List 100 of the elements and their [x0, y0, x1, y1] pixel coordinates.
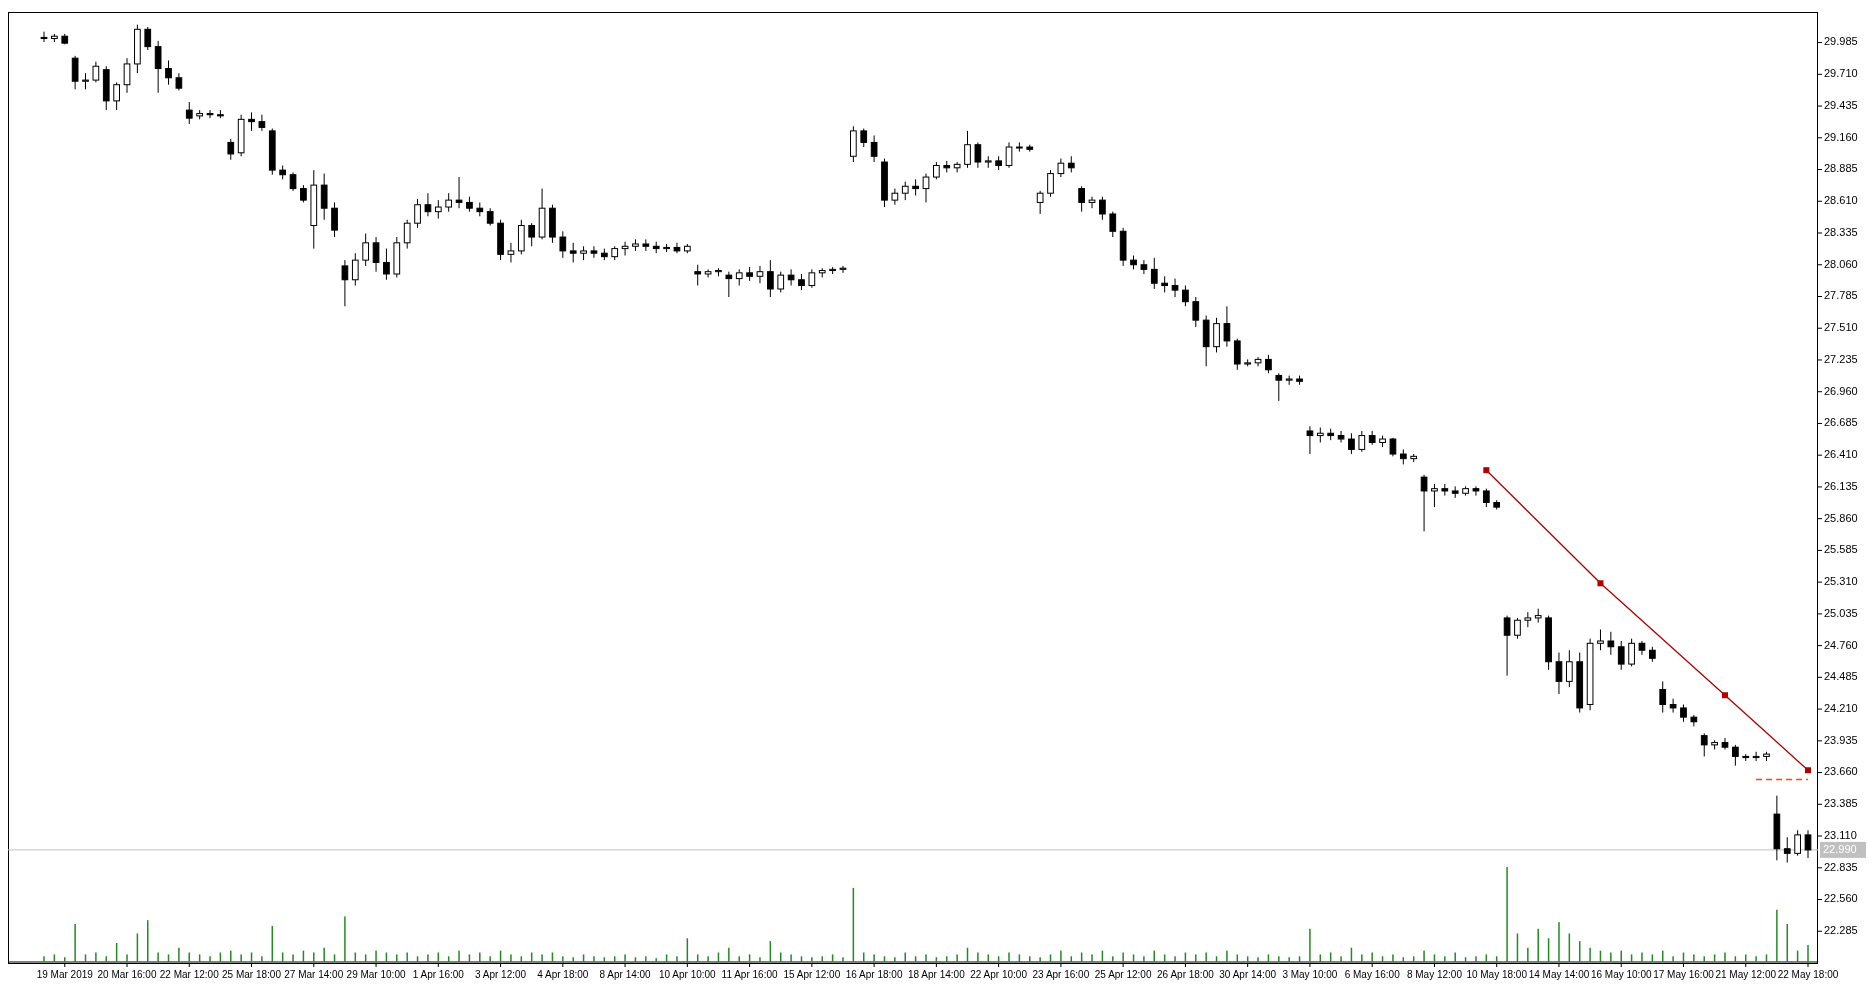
candlestick — [362, 233, 370, 267]
y-tick-label: 29.710 — [1824, 67, 1858, 80]
candlestick — [673, 242, 681, 254]
candlestick — [1348, 432, 1355, 455]
point — [1721, 692, 1728, 699]
candlestick — [1223, 305, 1231, 348]
candlestick — [403, 219, 411, 250]
x-tick-label: 3 Apr 12:00 — [474, 969, 527, 980]
candlestick — [92, 61, 100, 83]
candlestick — [1555, 652, 1563, 695]
candlestick — [964, 130, 971, 169]
y-tick-label: 22.560 — [1824, 892, 1858, 905]
candlestick — [1420, 474, 1428, 532]
candlestick — [1275, 372, 1283, 402]
candlestick — [206, 109, 214, 119]
y-tick-label: 26.410 — [1824, 448, 1858, 461]
candlestick — [808, 268, 816, 289]
candlestick — [901, 181, 909, 201]
x-tick-label: 17 May 16:00 — [1653, 969, 1715, 980]
x-tick-label: 6 May 16:00 — [1344, 969, 1401, 980]
x-tick-label: 1 Apr 16:00 — [412, 969, 465, 980]
y-tick-label: 28.885 — [1824, 162, 1858, 175]
candlestick — [1265, 354, 1272, 374]
candlestick — [40, 31, 48, 43]
y-tick-label: 22.835 — [1824, 860, 1858, 873]
candlestick — [424, 192, 432, 217]
candlestick — [1804, 829, 1812, 859]
y-tick-label: 25.860 — [1824, 511, 1858, 524]
candlestick — [331, 201, 338, 238]
x-tick-label: 25 Mar 18:00 — [222, 969, 282, 980]
candlestick — [767, 259, 774, 298]
candlestick — [289, 171, 297, 192]
candlestick — [1088, 196, 1096, 209]
y-tick-label: 26.960 — [1824, 384, 1858, 397]
candlestick — [1109, 211, 1117, 238]
candlestick — [559, 230, 567, 259]
candlestick — [860, 128, 868, 148]
x-tick-label: 4 Apr 18:00 — [537, 969, 589, 980]
x-tick-label: 29 Mar 10:00 — [346, 969, 406, 980]
y-tick-label: 28.610 — [1824, 194, 1858, 207]
y-tick-label: 27.510 — [1824, 321, 1858, 334]
x-tick-label: 19 Mar 2019 — [36, 969, 94, 980]
x-tick-label: 22 Mar 12:00 — [159, 969, 220, 980]
candlestick — [434, 199, 442, 220]
ref-line-label: 22.990 — [1823, 842, 1857, 855]
x-tick-label: 10 Apr 10:00 — [658, 969, 717, 980]
candlestick — [891, 188, 899, 206]
candlestick — [455, 176, 463, 209]
candlestick — [1182, 285, 1189, 307]
candlestick — [154, 40, 162, 94]
candlestick — [590, 245, 598, 259]
candlestick — [1358, 430, 1366, 453]
candlestick — [1213, 317, 1220, 353]
x-tick-label: 16 May 10:00 — [1590, 969, 1652, 980]
candlestick — [71, 55, 79, 90]
candlestick — [953, 161, 961, 173]
y-tick-label: 29.985 — [1824, 35, 1858, 48]
y-tick-label: 23.110 — [1824, 828, 1857, 841]
y-tick-label: 23.935 — [1824, 733, 1858, 746]
x-tick-label: 8 Apr 14:00 — [599, 969, 652, 980]
candlestick — [227, 138, 235, 161]
x-tick-label: 27 Mar 14:00 — [284, 969, 344, 980]
x-tick-label: 16 Apr 18:00 — [845, 969, 903, 980]
candlestick — [341, 259, 349, 307]
candlestick — [372, 236, 380, 273]
x-tick-label: 10 May 18:00 — [1466, 969, 1528, 980]
point — [1805, 767, 1811, 774]
candlestick — [1597, 628, 1604, 651]
candlestick — [1503, 615, 1511, 677]
candlestick — [248, 111, 255, 132]
candlestick — [1005, 141, 1013, 169]
candlestick — [1057, 158, 1065, 178]
candlestick — [383, 248, 390, 281]
candlestick — [258, 114, 266, 132]
candlestick — [922, 173, 930, 203]
candlestick — [621, 241, 629, 257]
candlestick — [1047, 169, 1054, 198]
candlestick — [1171, 278, 1179, 298]
candlestick — [1732, 744, 1739, 767]
candlestick — [320, 173, 328, 221]
candlestick — [725, 271, 733, 298]
y-tick-label: 24.210 — [1824, 702, 1858, 714]
x-tick-label: 20 Mar 16:00 — [97, 969, 157, 980]
y-tick-label: 25.585 — [1824, 543, 1858, 556]
candlestick — [1192, 296, 1200, 328]
x-tick-label: 11 Apr 16:00 — [721, 969, 779, 980]
candlestick — [1659, 680, 1667, 714]
candlestick — [694, 264, 702, 287]
y-tick-label: 25.310 — [1824, 575, 1858, 588]
y-tick-label: 29.160 — [1824, 130, 1858, 143]
x-tick-label: 23 Apr 16:00 — [1032, 969, 1090, 980]
y-tick-label: 29.435 — [1824, 98, 1858, 111]
candlestick — [445, 192, 453, 213]
candlestick — [113, 81, 120, 111]
candlestick — [1669, 698, 1677, 714]
candlestick — [1482, 488, 1490, 508]
y-tick-label: 26.685 — [1824, 416, 1858, 429]
candlestick — [1700, 732, 1708, 757]
x-tick-label: 15 Apr 12:00 — [783, 969, 841, 980]
candlestick — [1690, 714, 1698, 727]
